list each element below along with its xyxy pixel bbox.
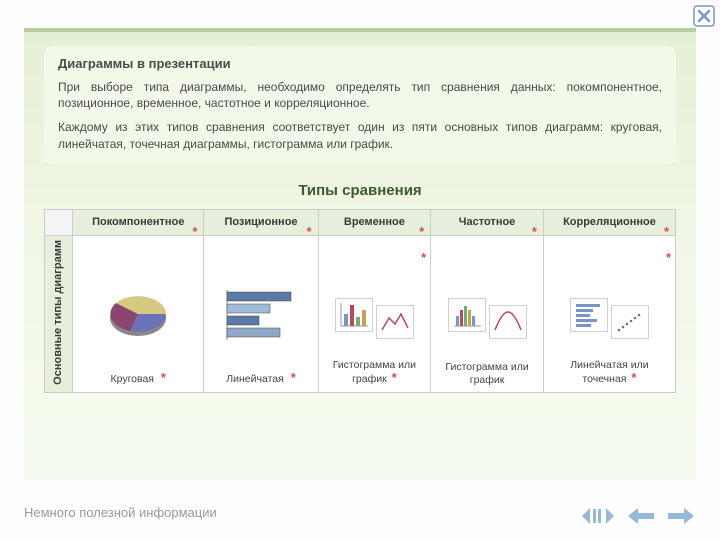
cell-freq[interactable]: Гистограмма или график	[431, 235, 544, 392]
textbox-para2: Каждому из этих типов сравнения соответс…	[58, 119, 662, 151]
col-header-4[interactable]: Корреляционное*	[543, 209, 675, 235]
cell-time[interactable]: * Гистограмма или график *	[318, 235, 431, 392]
comparison-table: Покомпонентное* Позиционное* Временное* …	[44, 209, 676, 393]
star-icon: *	[421, 250, 426, 265]
col-header-0[interactable]: Покомпонентное*	[73, 209, 204, 235]
star-icon: *	[666, 250, 671, 265]
nav-home-icon[interactable]	[580, 504, 616, 528]
cell-label-4: Линейчатая или точечная *	[544, 359, 675, 386]
corr-charts-icon: *	[544, 280, 675, 348]
cell-label-0: Круговая *	[73, 371, 203, 386]
intro-textbox: Диаграммы в презентации При выборе типа …	[44, 46, 676, 164]
hbar-chart-icon	[204, 280, 317, 348]
col-header-2[interactable]: Временное*	[318, 209, 431, 235]
row-header: Основные типы диаграмм	[45, 235, 73, 392]
col-header-3[interactable]: Частотное*	[431, 209, 544, 235]
section-title: Типы сравнения	[24, 182, 696, 199]
textbox-para1: При выборе типа диаграммы, необходимо оп…	[58, 79, 662, 111]
freq-charts-icon	[431, 280, 543, 348]
cell-label-1: Линейчатая *	[204, 371, 317, 386]
col-header-1[interactable]: Позиционное*	[204, 209, 318, 235]
cell-pie[interactable]: Круговая *	[73, 235, 204, 392]
nav-prev-icon[interactable]	[626, 504, 656, 528]
textbox-title: Диаграммы в презентации	[58, 56, 662, 71]
time-charts-icon: *	[319, 280, 431, 348]
corner-cell	[45, 209, 73, 235]
cell-hbar[interactable]: Линейчатая *	[204, 235, 318, 392]
pie-chart-icon	[73, 280, 203, 348]
close-icon[interactable]	[692, 4, 716, 28]
nav-next-icon[interactable]	[666, 504, 696, 528]
slide-content: Диаграммы в презентации При выборе типа …	[24, 28, 696, 480]
footer-text: Немного полезной информации	[24, 505, 217, 520]
nav-controls	[580, 504, 696, 528]
cell-label-2: Гистограмма или график *	[319, 359, 431, 386]
cell-label-3: Гистограмма или график	[431, 361, 543, 385]
cell-corr[interactable]: * Линейчатая или точечная *	[543, 235, 675, 392]
